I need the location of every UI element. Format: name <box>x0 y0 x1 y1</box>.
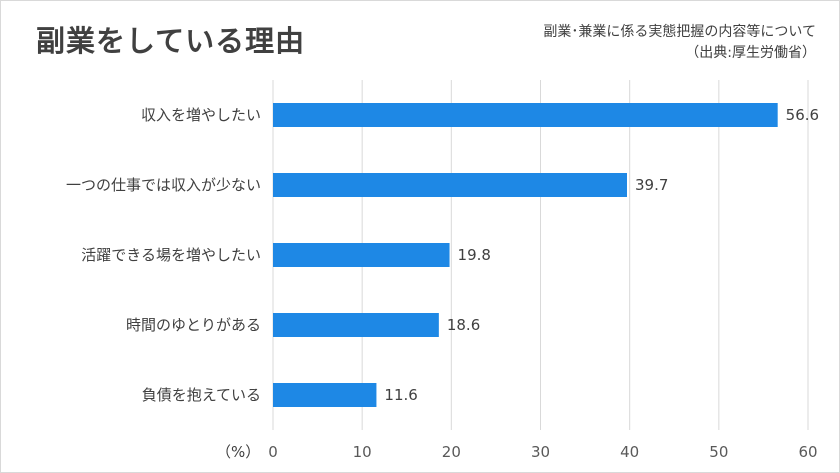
bars <box>273 103 778 407</box>
x-tick-label: 40 <box>620 443 639 461</box>
source-line-1: 副業･兼業に係る実態把握の内容等について <box>543 24 816 40</box>
value-label: 56.6 <box>786 106 819 124</box>
x-tick-label: 30 <box>531 443 550 461</box>
category-label: 収入を増やしたい <box>141 106 261 124</box>
value-label: 39.7 <box>635 176 668 194</box>
x-tick-label: 0 <box>268 443 278 461</box>
source-note: 副業･兼業に係る実態把握の内容等について （出典:厚生労働省） <box>543 22 816 64</box>
x-tick-label: 10 <box>353 443 372 461</box>
category-label: 時間のゆとりがある <box>126 316 261 334</box>
category-label: 一つの仕事では収入が少ない <box>66 176 261 194</box>
value-label: 11.6 <box>384 386 417 404</box>
bar <box>273 383 377 407</box>
labels: 0 10 20 30 40 50 60 収入を増やしたい 56.6 一つの仕事では収入が少ない 39… <box>66 106 819 461</box>
x-tick-label: 60 <box>798 443 817 461</box>
x-tick-label: 50 <box>709 443 728 461</box>
bar <box>273 243 450 267</box>
value-label: 18.6 <box>447 316 480 334</box>
category-label: 活躍できる場を増やしたい <box>81 246 261 264</box>
value-label: 19.8 <box>458 246 491 264</box>
x-tick-label: 20 <box>442 443 461 461</box>
chart-title: 副業をしている理由 <box>36 24 306 58</box>
category-label: 負債を抱えている <box>142 386 261 404</box>
x-axis-unit-label: （%） <box>216 443 261 461</box>
source-line-2: （出典:厚生労働省） <box>685 45 816 61</box>
bar <box>273 173 627 197</box>
bar <box>273 313 439 337</box>
bar <box>273 103 778 127</box>
